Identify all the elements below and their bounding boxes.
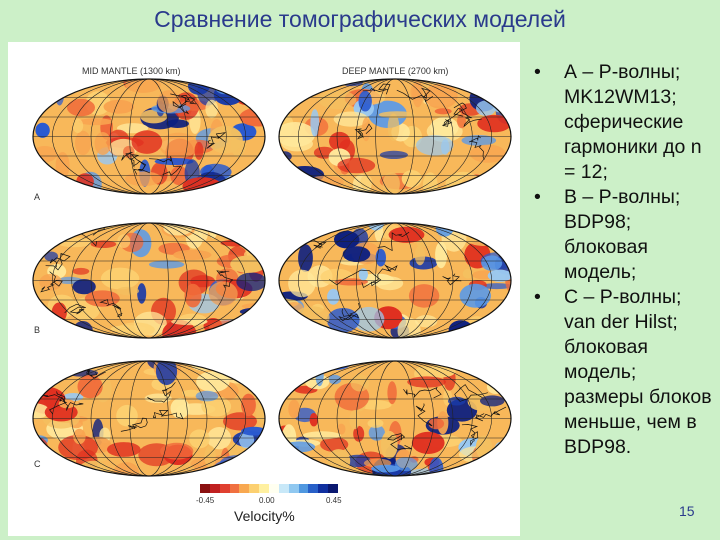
- colorbar-tick-max: 0.45: [326, 496, 342, 505]
- colorbar-tick-mid: 0.00: [259, 496, 275, 505]
- row-label-b: B: [34, 325, 41, 335]
- colorbar-swatch: [328, 484, 339, 493]
- colorbar-swatch: [269, 484, 279, 493]
- row-label-c: C: [34, 459, 41, 469]
- colorbar-swatch: [249, 484, 260, 493]
- bullet-item-a: А – P-волны; MK12WM13; сферические гармо…: [532, 60, 718, 185]
- slide-title: Сравнение томографических моделей: [154, 6, 566, 32]
- colorbar-label: Velocity%: [234, 508, 295, 524]
- map-a-mid-mantle: [32, 78, 266, 195]
- bullet-list: А – P-волны; MK12WM13; сферические гармо…: [532, 60, 718, 460]
- bullet-item-b: B – P-волны; BDP98; блоковая модель;: [532, 185, 718, 285]
- colorbar-swatch: [278, 484, 289, 493]
- colorbar-swatch: [308, 484, 319, 493]
- colorbar-swatch: [259, 484, 270, 493]
- map-b-mid-mantle: [32, 222, 266, 339]
- map-c-mid-mantle: [32, 360, 266, 477]
- tomography-figure: MID MANTLE (1300 km) DEEP MANTLE (2700 k…: [8, 42, 520, 536]
- colorbar-swatch: [219, 484, 230, 493]
- colorbar-tick-min: -0.45: [196, 496, 215, 505]
- colorbar-swatch: [288, 484, 299, 493]
- colorbar-swatch: [239, 484, 250, 493]
- map-c-deep-mantle: [278, 360, 512, 477]
- velocity-colorbar: [200, 484, 339, 493]
- map-b-deep-mantle: [278, 222, 512, 339]
- colorbar-swatch: [318, 484, 329, 493]
- column-header-mid-mantle: MID MANTLE (1300 km): [82, 66, 181, 76]
- column-header-deep-mantle: DEEP MANTLE (2700 km): [342, 66, 449, 76]
- colorbar-swatch: [200, 484, 210, 493]
- row-label-a: A: [34, 192, 41, 202]
- colorbar-swatch: [298, 484, 309, 493]
- page-number: 15: [679, 503, 695, 519]
- bullet-item-c: C – P-волны; van der Hilst; блоковая мод…: [532, 285, 718, 460]
- colorbar-swatch: [209, 484, 220, 493]
- map-a-deep-mantle: [278, 78, 512, 195]
- colorbar-swatch: [229, 484, 240, 493]
